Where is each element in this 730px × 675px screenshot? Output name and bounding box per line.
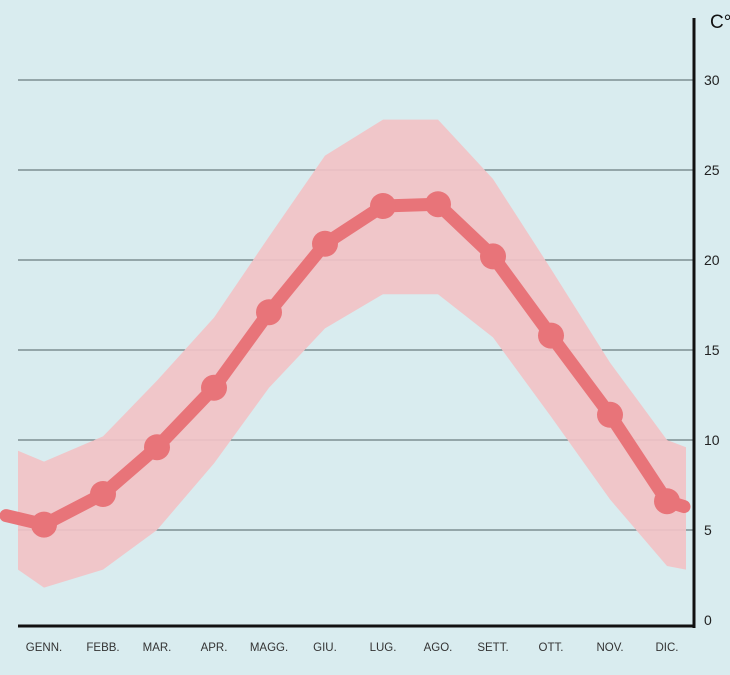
month-label: NOV. (596, 642, 623, 654)
y-tick-label: 0 (704, 612, 712, 628)
y-tick-label: 30 (704, 72, 720, 88)
data-point (597, 401, 623, 428)
temperature-range-band (18, 119, 686, 588)
y-tick-label: 5 (704, 522, 712, 538)
month-labels: GENN. FEBB. MAR. APR. MAGG. GIU. LUG. AGO. SETT.… (26, 642, 679, 654)
data-point (480, 243, 506, 270)
y-axis-unit-label: C° (710, 12, 730, 33)
range-band-area (18, 119, 686, 588)
data-point (312, 230, 338, 257)
average-temperature-series (0, 191, 691, 538)
data-point (425, 191, 451, 218)
month-label: MAR. (143, 642, 172, 654)
month-label: SETT. (477, 642, 508, 654)
y-tick-labels: 0 5 10 15 20 25 30 (704, 72, 720, 628)
month-label: APR. (201, 642, 228, 654)
month-label: GIU. (313, 642, 337, 654)
month-label: MAGG. (250, 642, 288, 654)
month-label: OTT. (539, 642, 564, 654)
month-label: GENN. (26, 642, 62, 654)
y-tick-label: 15 (704, 342, 720, 358)
y-tick-label: 20 (704, 252, 720, 268)
data-point (654, 488, 680, 515)
data-point (144, 434, 170, 461)
data-point (201, 374, 227, 401)
month-label: DIC. (656, 642, 679, 654)
y-axis (18, 18, 696, 628)
month-label: AGO. (424, 642, 453, 654)
data-point (31, 511, 57, 538)
month-label: LUG. (370, 642, 397, 654)
y-tick-label: 10 (704, 432, 720, 448)
data-point (90, 481, 116, 507)
data-point (538, 322, 564, 349)
month-label: FEBB. (86, 642, 119, 654)
data-point (370, 193, 396, 219)
data-point (256, 299, 282, 326)
y-tick-label: 25 (704, 162, 720, 178)
